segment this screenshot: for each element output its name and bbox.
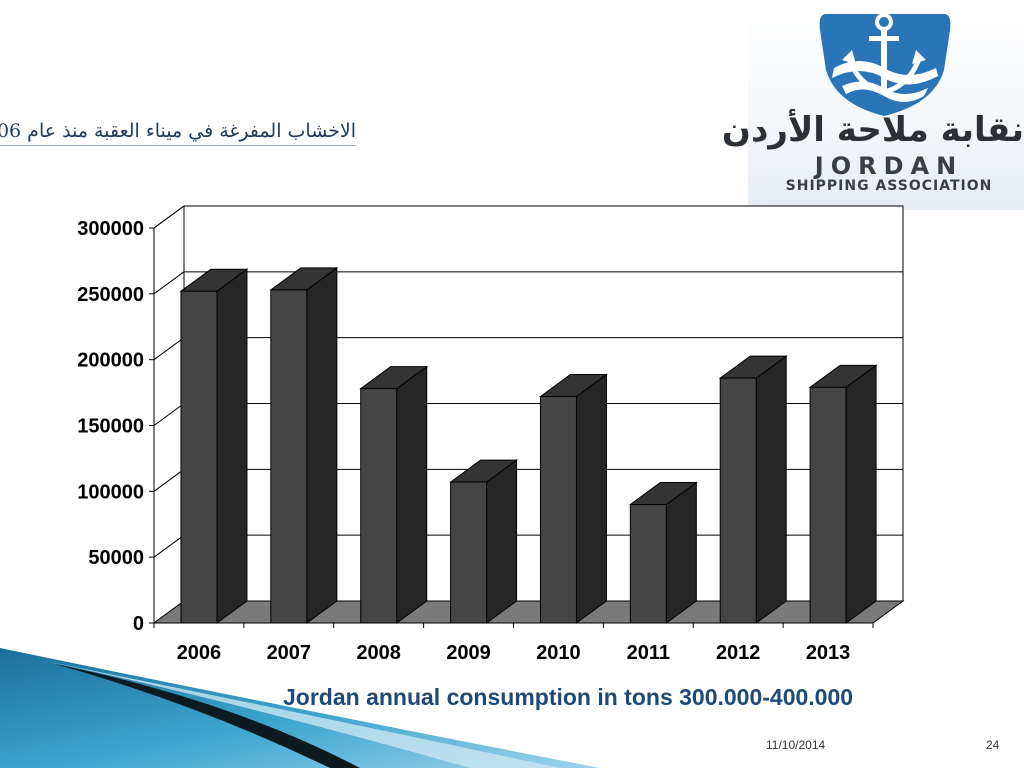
bar — [180, 290, 218, 624]
gridline-side — [153, 403, 185, 426]
x-tick-label: 2009 — [446, 642, 491, 664]
slide-date: 11/10/2014 — [766, 738, 826, 752]
x-tick-label: 2008 — [356, 642, 401, 664]
consumption-note: Jordan annual consumption in tons 300.00… — [283, 684, 854, 710]
y-tick-label: 100000 — [77, 481, 144, 503]
logo-arabic-name: نقابة ملاحة الأردن — [721, 110, 1024, 150]
bar — [719, 377, 757, 624]
x-tick-label: 2010 — [536, 642, 581, 664]
y-tick-label: 150000 — [77, 416, 144, 438]
gridline-side — [153, 534, 185, 558]
bar-chart: 0 50000 100000 150000 200000 250000 300000 2006… — [77, 205, 905, 664]
logo — [748, 0, 1024, 210]
logo-name: JORDAN — [814, 152, 964, 180]
x-tick-label: 2012 — [716, 642, 761, 664]
x-tick-label: 2006 — [177, 642, 222, 664]
anchor-icon — [819, 13, 951, 116]
x-tick-label: 2011 — [627, 642, 670, 664]
bar — [360, 388, 398, 624]
bar — [450, 481, 488, 624]
logo-subtitle: SHIPPING ASSOCIATION — [785, 178, 993, 194]
gridline-side — [153, 468, 185, 492]
bar-side — [755, 355, 787, 624]
gridline-side — [153, 205, 185, 229]
y-tick-label: 300000 — [77, 218, 144, 240]
gridline-side — [153, 271, 185, 295]
decorative-swoosh — [0, 648, 600, 768]
gridline-side — [153, 337, 185, 361]
x-tick-label: 2007 — [267, 642, 312, 664]
bar-side — [845, 364, 877, 624]
x-tick-label: 2013 — [806, 642, 851, 664]
bar — [809, 386, 847, 624]
bar — [629, 504, 667, 624]
y-tick-label: 250000 — [77, 284, 144, 306]
slide-title: الاخشاب المفرغة في ميناء العقبة منذ عام … — [0, 120, 356, 146]
bar — [539, 396, 577, 624]
y-tick-label: 50000 — [88, 547, 144, 569]
y-tick-label: 200000 — [77, 350, 144, 372]
page-number: 24 — [986, 738, 1000, 752]
y-tick-label: 0 — [133, 613, 144, 635]
bar — [270, 289, 308, 624]
bar-side — [665, 481, 697, 624]
